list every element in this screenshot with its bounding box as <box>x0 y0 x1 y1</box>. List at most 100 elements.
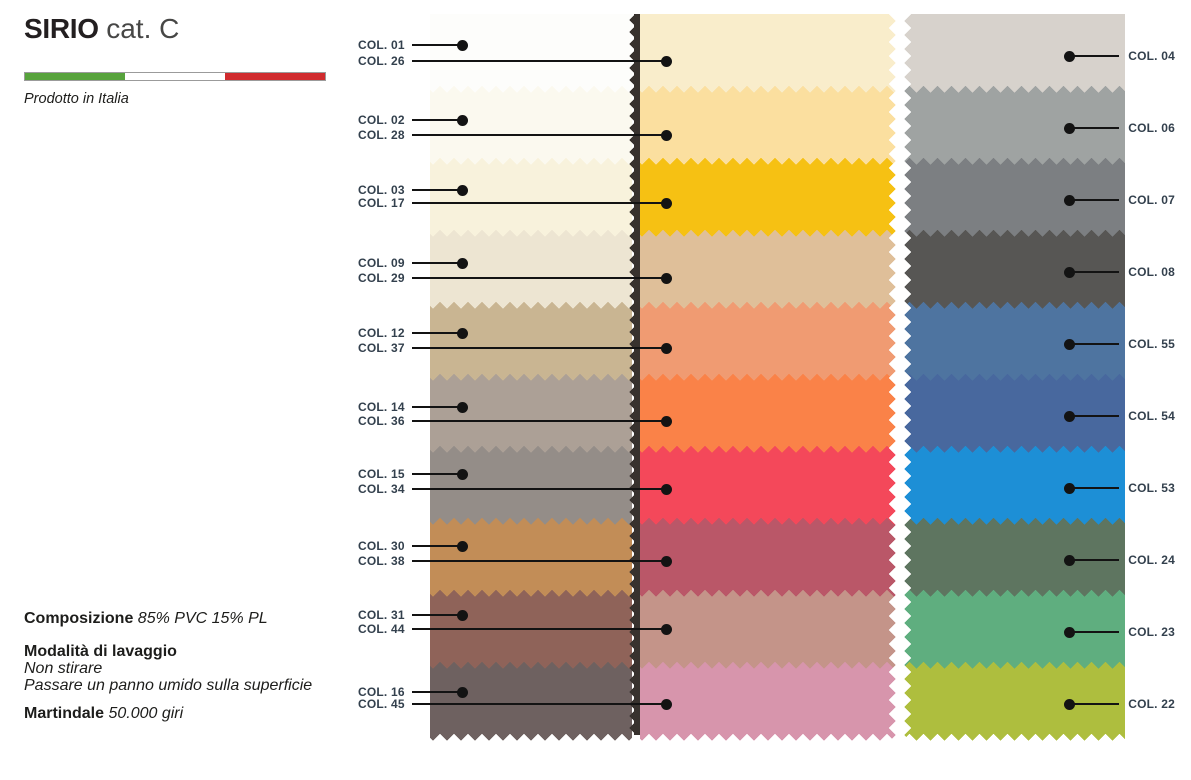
leader-dot <box>1064 554 1075 566</box>
composition-line: Composizione 85% PVC 15% PL <box>24 610 312 627</box>
leader-dot <box>1064 626 1075 638</box>
leader-line <box>411 703 662 705</box>
leader-row: COL. 14 <box>358 400 468 414</box>
leader-row: COL. 29 <box>358 271 672 285</box>
leader-line <box>411 473 458 475</box>
leader-row: COL. 17 <box>358 196 672 210</box>
leader-line <box>411 202 662 204</box>
washing-line-2: Passare un panno umido sulla superficie <box>24 677 313 694</box>
washing-label: Modalità di lavaggio <box>24 643 177 660</box>
leader-line <box>1074 559 1120 561</box>
leader-row: COL. 24 <box>1064 553 1175 567</box>
label-col-01: COL. 01 <box>358 38 405 52</box>
swatch-col-04 <box>904 14 1125 86</box>
leader-dot <box>457 257 468 269</box>
leader-row: COL. 23 <box>1064 625 1175 639</box>
swatch-col-54 <box>904 374 1125 446</box>
leader-dot <box>661 623 672 635</box>
swatch-col-44 <box>640 590 896 662</box>
leader-line <box>411 628 662 630</box>
origin-text: Prodotto in Italia <box>24 91 129 107</box>
leader-line <box>1074 343 1120 345</box>
label-col-54: COL. 54 <box>1128 409 1175 423</box>
swatch-col-37 <box>640 302 896 374</box>
label-col-04: COL. 04 <box>1128 49 1175 63</box>
page-title: SIRIO cat. C <box>24 12 344 46</box>
leader-row: COL. 26 <box>358 54 672 68</box>
label-col-24: COL. 24 <box>1128 553 1175 567</box>
swatch-col-23 <box>904 590 1125 662</box>
leader-line <box>411 60 662 62</box>
leader-line <box>1074 487 1120 489</box>
swatch-col-29 <box>640 230 896 302</box>
header: SIRIO cat. C Prodotto in Italia <box>24 12 344 107</box>
leader-dot <box>457 686 468 698</box>
leader-dot <box>457 468 468 480</box>
label-col-02: COL. 02 <box>358 113 405 127</box>
leader-dot <box>1064 122 1075 134</box>
label-col-06: COL. 06 <box>1128 121 1175 135</box>
washing-line-1: Non stirare <box>24 660 103 677</box>
leader-dot <box>457 401 468 413</box>
label-col-31: COL. 31 <box>358 608 405 622</box>
category-label: cat. C <box>106 13 180 44</box>
label-col-36: COL. 36 <box>358 414 405 428</box>
leader-dot <box>1064 266 1075 278</box>
swatch-col-08 <box>904 230 1125 302</box>
label-col-17: COL. 17 <box>358 196 405 210</box>
leader-dot <box>457 327 468 339</box>
composition-value: 85% PVC 15% PL <box>137 610 268 627</box>
leader-line <box>411 347 662 349</box>
leader-dot <box>661 342 672 354</box>
label-col-12: COL. 12 <box>358 326 405 340</box>
leader-row: COL. 06 <box>1064 121 1175 135</box>
leader-dot <box>457 184 468 196</box>
leader-line <box>411 119 458 121</box>
leader-line <box>411 488 662 490</box>
leader-line <box>1074 415 1120 417</box>
leader-row: COL. 31 <box>358 608 468 622</box>
label-col-29: COL. 29 <box>358 271 405 285</box>
leader-row: COL. 22 <box>1064 697 1175 711</box>
leader-dot <box>457 39 468 51</box>
leader-row: COL. 38 <box>358 554 672 568</box>
leader-row: COL. 04 <box>1064 49 1175 63</box>
label-col-37: COL. 37 <box>358 341 405 355</box>
swatch-col-53 <box>904 446 1125 518</box>
label-col-23: COL. 23 <box>1128 625 1175 639</box>
swatch-col-26 <box>640 14 896 86</box>
leader-line <box>1074 271 1120 273</box>
swatch-col-07 <box>904 158 1125 230</box>
leader-row: COL. 15 <box>358 467 468 481</box>
label-col-03: COL. 03 <box>358 183 405 197</box>
leader-row: COL. 03 <box>358 183 468 197</box>
leader-dot <box>661 483 672 495</box>
leader-line <box>411 691 458 693</box>
leader-row: COL. 09 <box>358 256 468 270</box>
swatch-col-24 <box>904 518 1125 590</box>
leader-row: COL. 16 <box>358 685 468 699</box>
label-col-44: COL. 44 <box>358 622 405 636</box>
leader-line <box>1074 199 1120 201</box>
leader-dot <box>1064 410 1075 422</box>
label-col-28: COL. 28 <box>358 128 405 142</box>
leader-line <box>411 560 662 562</box>
label-col-55: COL. 55 <box>1128 337 1175 351</box>
leader-line <box>411 545 458 547</box>
leader-dot <box>1064 50 1075 62</box>
martindale-line: Martindale 50.000 giri <box>24 705 312 722</box>
leader-dot <box>661 555 672 567</box>
leader-row: COL. 36 <box>358 414 672 428</box>
label-col-34: COL. 34 <box>358 482 405 496</box>
leader-line <box>1074 631 1120 633</box>
swatch-col-34 <box>640 446 896 518</box>
flag-white-stripe <box>125 73 225 80</box>
martindale-label: Martindale <box>24 705 105 722</box>
leader-dot <box>661 129 672 141</box>
label-col-07: COL. 07 <box>1128 193 1175 207</box>
swatch-col-38 <box>640 518 896 590</box>
label-col-30: COL. 30 <box>358 539 405 553</box>
leader-line <box>411 406 458 408</box>
leader-line <box>1074 127 1120 129</box>
label-col-16: COL. 16 <box>358 685 405 699</box>
